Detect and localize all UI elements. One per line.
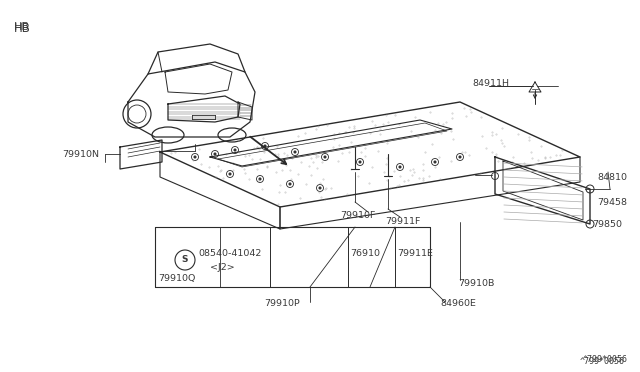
Text: 79458: 79458 (597, 198, 627, 206)
Circle shape (194, 156, 196, 158)
Circle shape (324, 156, 326, 158)
Text: 84810: 84810 (597, 173, 627, 182)
Text: HB: HB (14, 22, 31, 35)
Text: 79911F: 79911F (385, 217, 420, 225)
Circle shape (459, 156, 461, 158)
Text: 76910: 76910 (350, 250, 380, 259)
Circle shape (264, 145, 266, 147)
Text: 79910F: 79910F (340, 211, 376, 219)
Text: 84911H: 84911H (472, 78, 509, 87)
Text: 79850: 79850 (592, 219, 622, 228)
Text: ^799*0056: ^799*0056 (580, 357, 625, 366)
Text: 08540-41042: 08540-41042 (198, 250, 261, 259)
Text: S: S (182, 256, 188, 264)
Circle shape (229, 173, 231, 175)
Text: <J2>: <J2> (210, 263, 235, 272)
Circle shape (289, 183, 291, 185)
Text: 84960E: 84960E (440, 299, 476, 308)
Text: 79910N: 79910N (62, 150, 99, 158)
Text: ^799*0056: ^799*0056 (583, 355, 628, 364)
Text: HB: HB (14, 22, 30, 32)
Circle shape (234, 149, 236, 151)
Text: 79910P: 79910P (264, 299, 300, 308)
Circle shape (294, 151, 296, 153)
Circle shape (214, 153, 216, 155)
Text: 79910Q: 79910Q (158, 273, 195, 282)
Circle shape (319, 187, 321, 189)
Circle shape (434, 161, 436, 163)
Text: 79911E: 79911E (397, 250, 433, 259)
Text: 79910B: 79910B (458, 279, 494, 288)
Circle shape (359, 161, 361, 163)
Circle shape (259, 178, 261, 180)
Circle shape (399, 166, 401, 168)
